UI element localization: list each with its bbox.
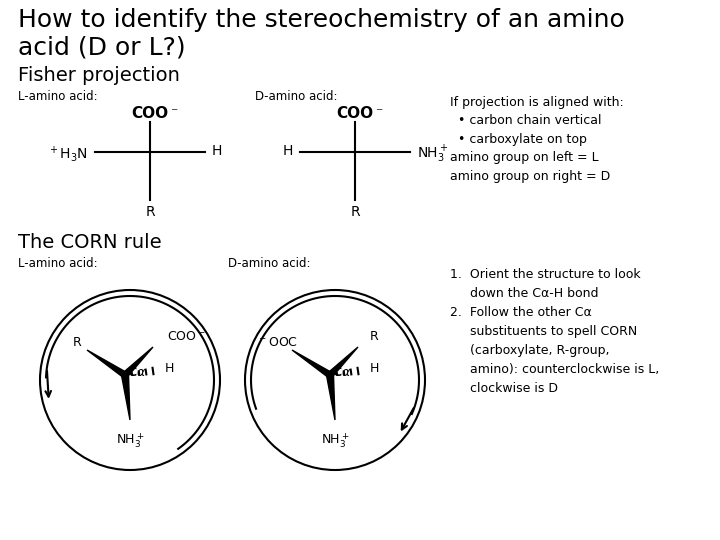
Text: NH$_3^+$: NH$_3^+$	[321, 431, 349, 450]
Text: L-amino acid:: L-amino acid:	[18, 90, 98, 103]
Text: COO$^-$: COO$^-$	[167, 330, 206, 343]
Polygon shape	[87, 350, 127, 377]
Polygon shape	[327, 375, 335, 420]
Text: How to identify the stereochemistry of an amino: How to identify the stereochemistry of a…	[18, 8, 625, 32]
Text: C$\alpha$: C$\alpha$	[127, 367, 146, 380]
Text: D-amino acid:: D-amino acid:	[255, 90, 338, 103]
Text: If projection is aligned with:
  • carbon chain vertical
  • carboxylate on top
: If projection is aligned with: • carbon …	[450, 96, 624, 183]
Text: H: H	[283, 144, 293, 158]
Polygon shape	[292, 350, 332, 377]
Text: H: H	[212, 144, 222, 158]
Text: $^+$H$_3$N: $^+$H$_3$N	[48, 144, 88, 164]
Text: R: R	[145, 205, 155, 219]
Text: COO: COO	[132, 106, 168, 121]
Text: C$\alpha$: C$\alpha$	[332, 367, 351, 380]
Text: Fisher projection: Fisher projection	[18, 66, 180, 85]
Text: 1.  Orient the structure to look
     down the Cα-H bond
2.  Follow the other Cα: 1. Orient the structure to look down the…	[450, 268, 660, 395]
Text: COO: COO	[336, 106, 374, 121]
Text: R: R	[370, 330, 379, 343]
Text: $^-$OOC: $^-$OOC	[258, 336, 299, 349]
Text: ⁻: ⁻	[170, 106, 177, 120]
Text: ⁻: ⁻	[375, 106, 382, 120]
Polygon shape	[122, 375, 130, 420]
Text: NH$_3^+$: NH$_3^+$	[417, 144, 449, 165]
Text: The CORN rule: The CORN rule	[18, 233, 161, 252]
Polygon shape	[328, 347, 358, 377]
Text: H: H	[165, 362, 174, 375]
Polygon shape	[123, 347, 153, 377]
Text: acid (D or L?): acid (D or L?)	[18, 36, 186, 60]
Text: R: R	[350, 205, 360, 219]
Text: NH$_3^+$: NH$_3^+$	[116, 431, 144, 450]
Text: R: R	[73, 336, 81, 349]
Text: H: H	[370, 362, 379, 375]
Text: D-amino acid:: D-amino acid:	[228, 257, 310, 270]
Text: L-amino acid:: L-amino acid:	[18, 257, 98, 270]
